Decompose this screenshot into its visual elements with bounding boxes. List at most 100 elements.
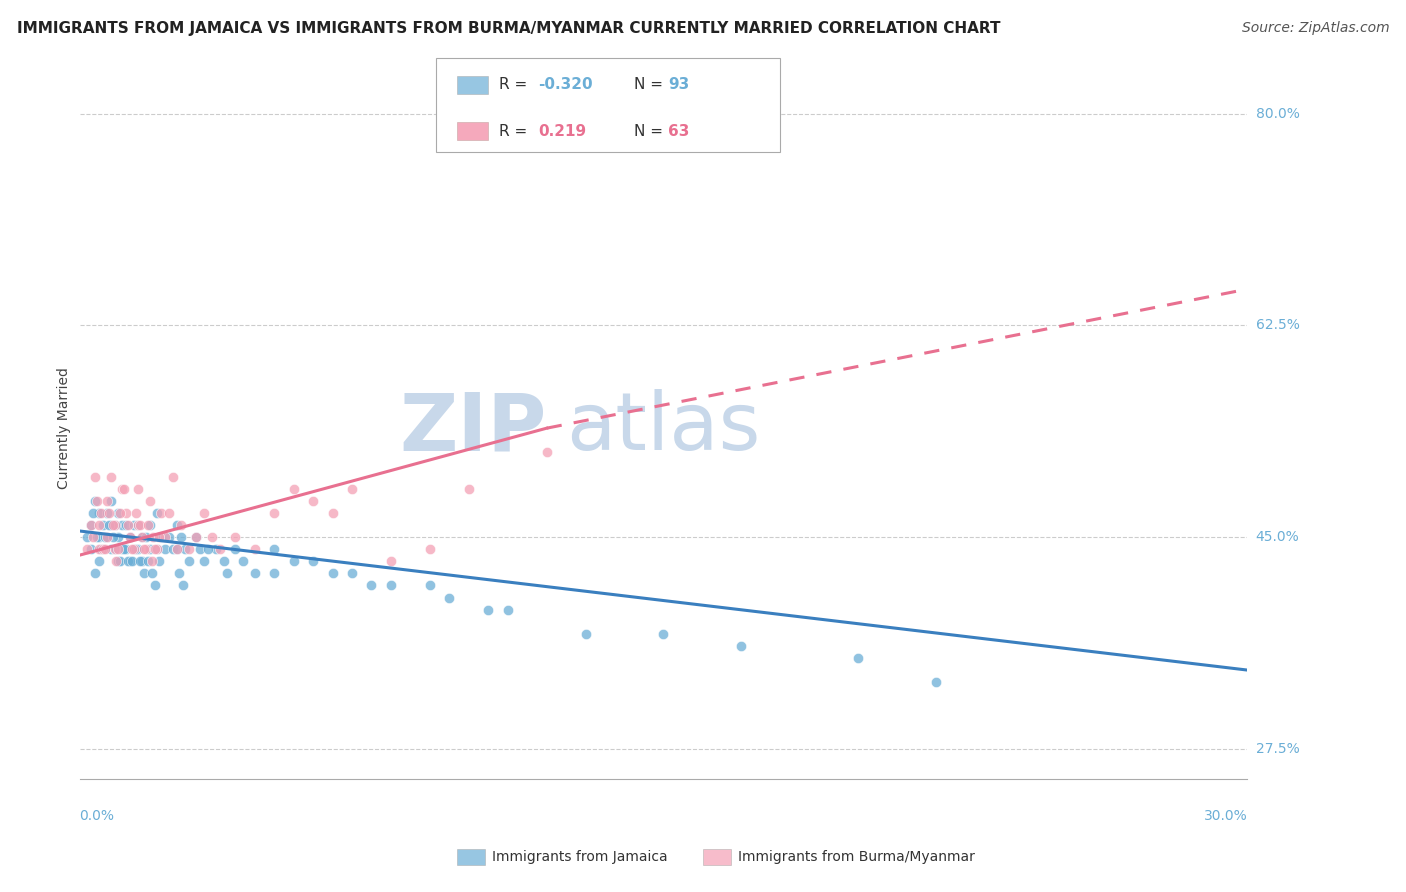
Point bbox=[82, 506, 104, 520]
Point bbox=[91, 517, 114, 532]
Point bbox=[122, 542, 145, 557]
Point bbox=[100, 542, 122, 557]
Point bbox=[86, 493, 108, 508]
Point bbox=[107, 530, 129, 544]
Point bbox=[166, 517, 188, 532]
Point bbox=[103, 517, 125, 532]
Point bbox=[153, 530, 176, 544]
Point bbox=[212, 554, 235, 568]
Point bbox=[186, 530, 208, 544]
Point bbox=[166, 542, 188, 557]
Point bbox=[201, 530, 224, 544]
Point bbox=[846, 651, 869, 665]
Point bbox=[97, 517, 120, 532]
Point bbox=[302, 493, 325, 508]
Point bbox=[82, 530, 104, 544]
Point bbox=[87, 517, 110, 532]
Point bbox=[127, 482, 149, 496]
Text: 30.0%: 30.0% bbox=[1204, 809, 1247, 823]
Point bbox=[652, 627, 675, 641]
Point bbox=[322, 566, 344, 581]
Point bbox=[90, 542, 112, 557]
Text: R =: R = bbox=[499, 78, 533, 92]
Point bbox=[117, 554, 139, 568]
Point bbox=[87, 554, 110, 568]
Point bbox=[135, 530, 157, 544]
Point bbox=[138, 517, 160, 532]
Point bbox=[477, 602, 499, 616]
Point bbox=[128, 517, 150, 532]
Point bbox=[112, 482, 135, 496]
Point bbox=[148, 554, 170, 568]
Point bbox=[177, 554, 200, 568]
Text: Immigrants from Burma/Myanmar: Immigrants from Burma/Myanmar bbox=[738, 850, 974, 864]
Point bbox=[167, 566, 190, 581]
Point bbox=[103, 542, 125, 557]
Point bbox=[263, 542, 285, 557]
Point bbox=[150, 506, 173, 520]
Point bbox=[243, 542, 266, 557]
Point bbox=[197, 542, 219, 557]
Point bbox=[122, 542, 145, 557]
Point bbox=[107, 506, 129, 520]
Point bbox=[136, 554, 159, 568]
Point bbox=[127, 542, 149, 557]
Point bbox=[110, 506, 132, 520]
Point bbox=[80, 517, 103, 532]
Point bbox=[132, 566, 155, 581]
Point bbox=[574, 627, 596, 641]
Point bbox=[101, 517, 124, 532]
Point bbox=[105, 554, 128, 568]
Point bbox=[439, 591, 461, 605]
Point bbox=[173, 542, 195, 557]
Point bbox=[172, 578, 194, 592]
Point bbox=[131, 530, 153, 544]
Point bbox=[263, 566, 285, 581]
Point bbox=[87, 542, 110, 557]
Point bbox=[340, 566, 363, 581]
Point bbox=[115, 542, 138, 557]
Point bbox=[107, 554, 129, 568]
Point bbox=[76, 530, 98, 544]
Point bbox=[162, 542, 184, 557]
Point bbox=[322, 506, 344, 520]
Text: 0.0%: 0.0% bbox=[80, 809, 114, 823]
Point bbox=[141, 566, 163, 581]
Text: 45.0%: 45.0% bbox=[1256, 530, 1299, 544]
Point bbox=[419, 542, 441, 557]
Point bbox=[100, 493, 122, 508]
Point bbox=[302, 554, 325, 568]
Point bbox=[84, 469, 107, 483]
Point bbox=[177, 542, 200, 557]
Point bbox=[536, 445, 558, 459]
Point bbox=[146, 506, 169, 520]
Point bbox=[148, 530, 170, 544]
Point bbox=[193, 554, 215, 568]
Point bbox=[127, 517, 149, 532]
Point bbox=[925, 675, 948, 690]
Point bbox=[84, 566, 107, 581]
Point bbox=[84, 493, 107, 508]
Point bbox=[103, 517, 125, 532]
Point bbox=[80, 542, 103, 557]
Point bbox=[131, 530, 153, 544]
Point bbox=[96, 530, 118, 544]
Point bbox=[111, 482, 134, 496]
Point bbox=[360, 578, 382, 592]
Point bbox=[150, 530, 173, 544]
Point bbox=[111, 517, 134, 532]
Y-axis label: Currently Married: Currently Married bbox=[58, 368, 72, 489]
Point bbox=[120, 530, 142, 544]
Text: ZIP: ZIP bbox=[399, 389, 547, 467]
Text: IMMIGRANTS FROM JAMAICA VS IMMIGRANTS FROM BURMA/MYANMAR CURRENTLY MARRIED CORRE: IMMIGRANTS FROM JAMAICA VS IMMIGRANTS FR… bbox=[17, 21, 1001, 36]
Point bbox=[193, 506, 215, 520]
Point bbox=[96, 506, 118, 520]
Point bbox=[141, 554, 163, 568]
Point bbox=[120, 554, 142, 568]
Text: N =: N = bbox=[634, 78, 668, 92]
Point bbox=[138, 542, 160, 557]
Point bbox=[157, 506, 180, 520]
Point bbox=[170, 517, 193, 532]
Point bbox=[208, 542, 231, 557]
Point bbox=[145, 578, 167, 592]
